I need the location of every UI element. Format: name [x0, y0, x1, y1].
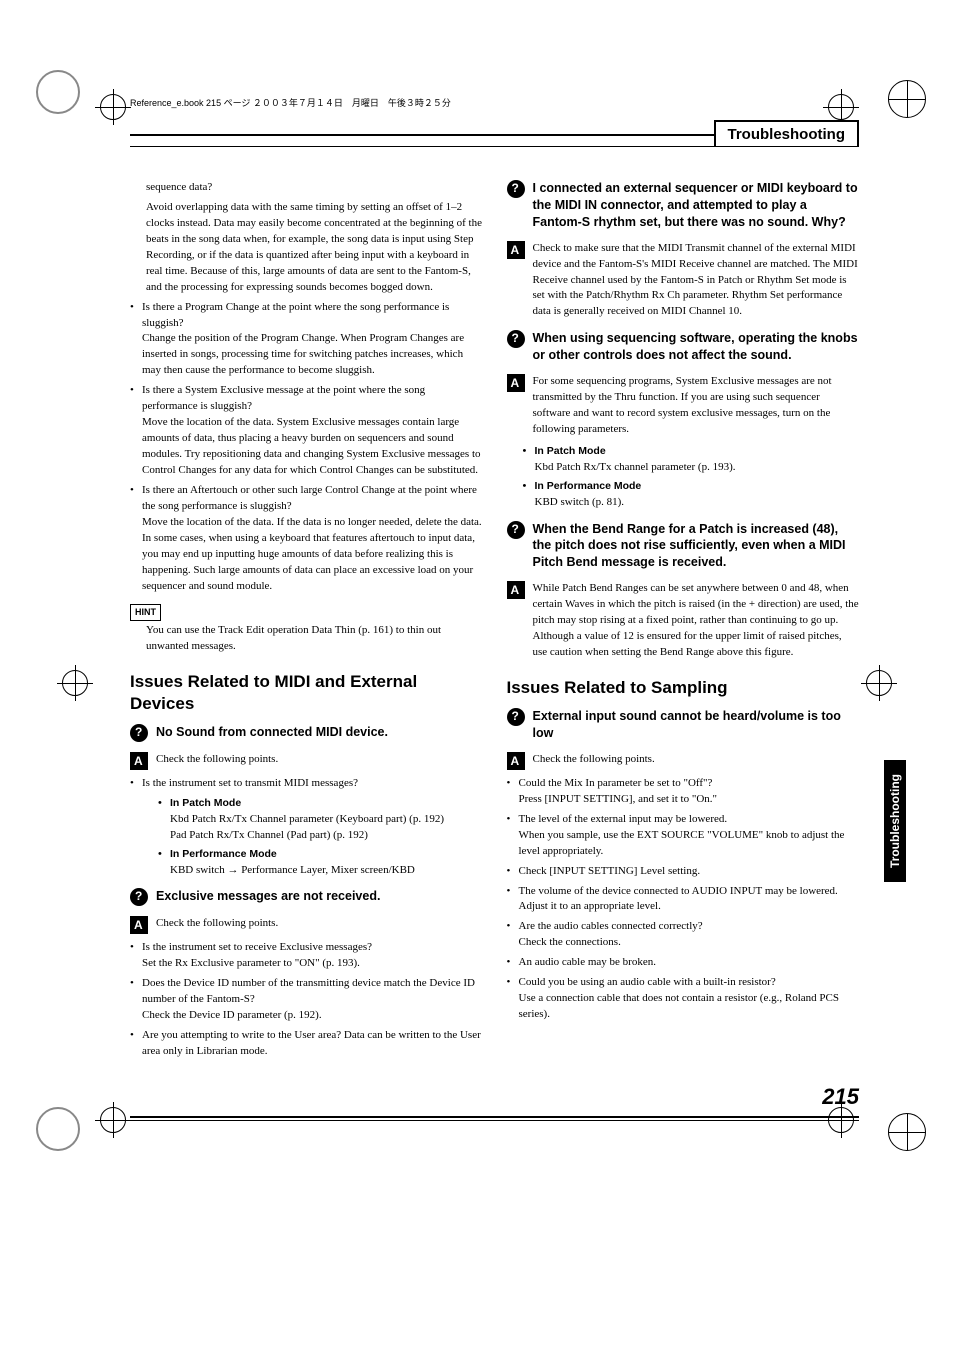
question-text: External input sound cannot be heard/vol…	[533, 708, 860, 742]
list-item: Is there a Program Change at the point w…	[130, 300, 483, 380]
question-icon	[507, 330, 525, 348]
list-item: Is the instrument set to receive Exclusi…	[130, 940, 483, 972]
question-text: Exclusive messages are not received.	[156, 888, 380, 905]
footer-rule	[130, 1116, 859, 1118]
list-item: Check [INPUT SETTING] Level setting.	[507, 864, 860, 880]
list-item: Is there an Aftertouch or other such lar…	[130, 483, 483, 595]
answer-text: Check to make sure that the MIDI Transmi…	[533, 241, 860, 321]
answer-icon	[130, 752, 148, 770]
para: Avoid overlapping data with the same tim…	[146, 200, 483, 296]
left-column: sequence data? Avoid overlapping data wi…	[130, 180, 483, 1064]
list-item: An audio cable may be broken.	[507, 955, 860, 971]
list-item: Are you attempting to write to the User …	[130, 1028, 483, 1060]
list-item: Does the Device ID number of the transmi…	[130, 976, 483, 1024]
list-item: The level of the external input may be l…	[507, 812, 860, 860]
answer-text: While Patch Bend Ranges can be set anywh…	[533, 581, 860, 661]
list-item: Could the Mix In parameter be set to "Of…	[507, 776, 860, 808]
sublist-item: In Performance Mode KBD switch (p. 81).	[523, 479, 860, 511]
question-icon	[130, 724, 148, 742]
question-icon	[130, 888, 148, 906]
question-icon	[507, 521, 525, 539]
answer-icon	[507, 374, 525, 392]
header-title: Troubleshooting	[714, 120, 860, 147]
sublist-item: In Performance Mode KBD switch → Perform…	[158, 847, 483, 879]
page-number: 215	[130, 1084, 859, 1110]
answer-text: Check the following points.	[156, 752, 278, 768]
section-heading: Issues Related to Sampling	[507, 677, 860, 698]
question-text: When using sequencing software, operatin…	[533, 330, 860, 364]
list-item: The volume of the device connected to AU…	[507, 884, 860, 916]
right-column: I connected an external sequencer or MID…	[507, 180, 860, 1064]
hint-label: HINT	[130, 604, 161, 621]
question-icon	[507, 708, 525, 726]
para: sequence data?	[146, 180, 483, 196]
section-heading: Issues Related to MIDI and External Devi…	[130, 671, 483, 714]
answer-text: Check the following points.	[533, 752, 655, 768]
answer-icon	[507, 581, 525, 599]
footer-rule-thin	[130, 1120, 859, 1121]
question-text: When the Bend Range for a Patch is incre…	[533, 521, 860, 572]
answer-icon	[130, 916, 148, 934]
question-icon	[507, 180, 525, 198]
answer-icon	[507, 241, 525, 259]
answer-icon	[507, 752, 525, 770]
hint-text: You can use the Track Edit operation Dat…	[146, 623, 483, 655]
list-item: Could you be using an audio cable with a…	[507, 975, 860, 1023]
list-item: Is the instrument set to transmit MIDI m…	[130, 776, 483, 879]
question-text: No Sound from connected MIDI device.	[156, 724, 388, 741]
sublist-item: In Patch Mode Kbd Patch Rx/Tx Channel pa…	[158, 796, 483, 844]
question-text: I connected an external sequencer or MID…	[533, 180, 860, 231]
page-header: Troubleshooting	[130, 120, 859, 150]
sublist-item: In Patch Mode Kbd Patch Rx/Tx channel pa…	[523, 444, 860, 476]
answer-text: For some sequencing programs, System Exc…	[533, 374, 860, 438]
list-item: Is there a System Exclusive message at t…	[130, 383, 483, 479]
list-item: Are the audio cables connected correctly…	[507, 919, 860, 951]
answer-text: Check the following points.	[156, 916, 278, 932]
